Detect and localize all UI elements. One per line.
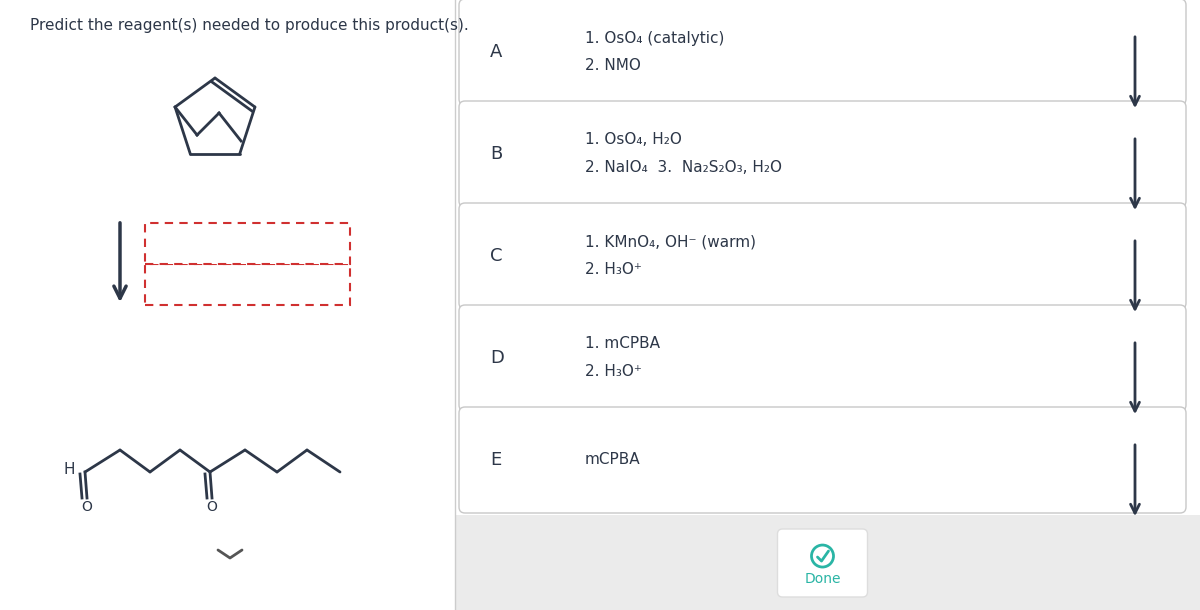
Text: O: O	[206, 500, 217, 514]
Text: mCPBA: mCPBA	[586, 453, 641, 467]
Text: Predict the reagent(s) needed to produce this product(s).: Predict the reagent(s) needed to produce…	[30, 18, 469, 33]
FancyBboxPatch shape	[458, 407, 1186, 513]
Bar	[455, 0, 1200, 610]
Text: 1. OsO₄ (catalytic): 1. OsO₄ (catalytic)	[586, 30, 725, 46]
Bar	[145, 264, 350, 305]
Text: A: A	[490, 43, 503, 61]
Text: O: O	[82, 500, 92, 514]
Text: D: D	[490, 349, 504, 367]
FancyBboxPatch shape	[778, 529, 868, 597]
Text: C: C	[490, 247, 503, 265]
Text: 2. NaIO₄  3.  Na₂S₂O₃, H₂O: 2. NaIO₄ 3. Na₂S₂O₃, H₂O	[586, 160, 782, 176]
Bar	[145, 223, 350, 264]
Text: E: E	[490, 451, 502, 469]
FancyBboxPatch shape	[458, 101, 1186, 207]
Text: H: H	[64, 462, 74, 478]
Bar	[455, 0, 1200, 515]
FancyBboxPatch shape	[458, 305, 1186, 411]
Text: Done: Done	[804, 572, 841, 586]
Text: 2. NMO: 2. NMO	[586, 59, 641, 73]
Text: 1. KMnO₄, OH⁻ (warm): 1. KMnO₄, OH⁻ (warm)	[586, 234, 756, 249]
FancyBboxPatch shape	[458, 0, 1186, 105]
Text: 1. mCPBA: 1. mCPBA	[586, 337, 660, 351]
Text: 1. OsO₄, H₂O: 1. OsO₄, H₂O	[586, 132, 682, 148]
Text: 2. H₃O⁺: 2. H₃O⁺	[586, 262, 642, 278]
FancyBboxPatch shape	[458, 203, 1186, 309]
Text: 2. H₃O⁺: 2. H₃O⁺	[586, 365, 642, 379]
Text: B: B	[490, 145, 503, 163]
